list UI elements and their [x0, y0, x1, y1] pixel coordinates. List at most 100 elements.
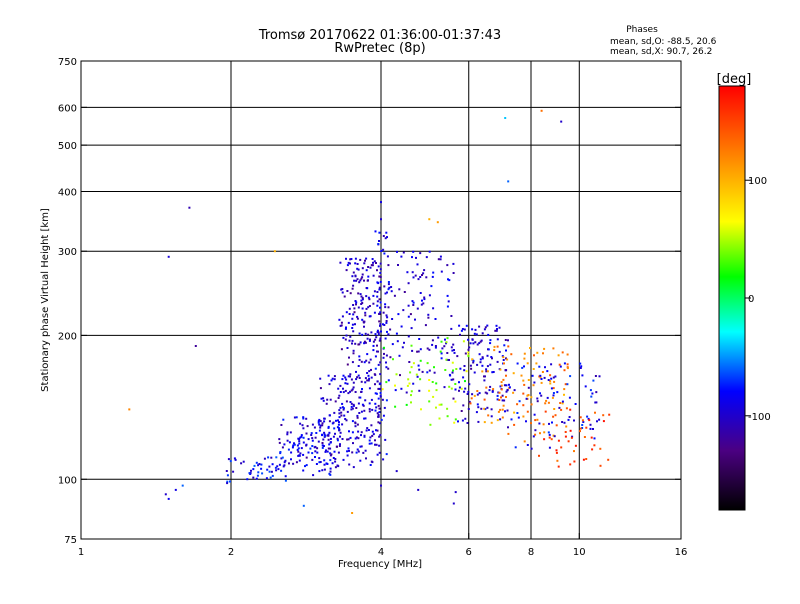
data-point	[453, 349, 455, 351]
data-point	[354, 437, 357, 440]
data-point	[378, 383, 381, 386]
data-point	[478, 392, 481, 395]
data-point	[481, 370, 484, 373]
data-point	[292, 462, 295, 465]
data-point	[475, 333, 478, 336]
data-point	[356, 278, 359, 281]
data-point	[420, 408, 422, 411]
data-point	[450, 327, 453, 330]
data-point	[384, 438, 387, 441]
data-point	[446, 264, 449, 267]
data-point	[434, 345, 437, 347]
data-point	[325, 402, 328, 405]
data-point	[489, 385, 492, 388]
data-point	[317, 420, 320, 423]
data-point	[344, 327, 347, 330]
data-point	[316, 451, 319, 454]
data-point	[506, 388, 509, 391]
data-point	[361, 333, 364, 336]
data-point	[226, 480, 229, 483]
data-point	[253, 464, 256, 467]
data-point	[418, 389, 421, 392]
data-point	[350, 389, 353, 392]
data-point	[446, 415, 449, 418]
data-point	[361, 302, 364, 304]
data-point	[393, 294, 396, 297]
data-point	[461, 328, 464, 330]
data-point	[407, 378, 410, 381]
data-point	[464, 417, 467, 420]
data-point	[318, 423, 321, 426]
data-point	[430, 285, 433, 288]
data-point	[302, 441, 305, 444]
data-point	[469, 364, 472, 367]
data-point	[357, 450, 360, 453]
data-point	[433, 366, 435, 369]
data-point	[252, 468, 255, 471]
data-point	[378, 339, 381, 342]
data-point	[434, 346, 437, 349]
data-point	[358, 332, 361, 335]
data-point	[278, 441, 281, 444]
data-point	[376, 291, 379, 293]
data-point	[299, 422, 302, 425]
data-point	[452, 369, 454, 372]
data-point	[471, 328, 474, 331]
data-point	[334, 460, 337, 463]
data-point	[374, 392, 377, 395]
data-point	[281, 446, 284, 449]
data-point	[409, 313, 412, 316]
data-point	[392, 358, 394, 361]
data-point	[349, 292, 352, 295]
data-point	[368, 361, 371, 364]
data-point	[491, 389, 494, 392]
data-point	[496, 398, 499, 401]
data-point	[315, 432, 318, 434]
data-point	[376, 281, 379, 284]
data-point	[542, 352, 544, 355]
data-point	[340, 348, 343, 351]
data-point	[252, 476, 255, 479]
data-point	[361, 296, 364, 299]
data-point	[260, 467, 263, 470]
data-point	[544, 410, 547, 413]
data-point	[419, 252, 422, 255]
data-point	[468, 400, 471, 403]
data-point	[363, 340, 366, 343]
data-point	[317, 421, 320, 424]
data-point	[311, 437, 314, 440]
data-point	[379, 391, 382, 394]
data-point	[368, 408, 371, 411]
data-point	[364, 417, 367, 420]
data-point	[384, 292, 387, 295]
data-point	[400, 255, 403, 258]
data-point	[570, 436, 573, 439]
data-point	[529, 347, 531, 349]
data-point	[595, 391, 598, 394]
data-point	[322, 438, 325, 441]
data-point	[419, 292, 422, 294]
data-point	[337, 387, 340, 390]
data-point	[402, 251, 405, 254]
data-point	[364, 314, 367, 317]
data-point	[595, 401, 598, 404]
data-point	[438, 403, 441, 406]
data-point	[331, 462, 334, 465]
data-point	[396, 340, 399, 343]
data-point	[553, 380, 556, 383]
data-point	[395, 373, 398, 376]
data-point	[377, 414, 380, 416]
data-point	[345, 326, 347, 329]
data-point	[400, 387, 403, 390]
data-point	[505, 384, 508, 387]
data-point	[370, 264, 373, 267]
data-point	[505, 396, 507, 398]
data-point	[338, 394, 341, 397]
data-point	[486, 365, 489, 368]
data-point	[417, 488, 420, 491]
data-point	[384, 237, 387, 240]
data-point	[484, 391, 487, 394]
data-point	[544, 366, 546, 369]
data-point	[333, 375, 336, 378]
data-point	[566, 367, 569, 370]
